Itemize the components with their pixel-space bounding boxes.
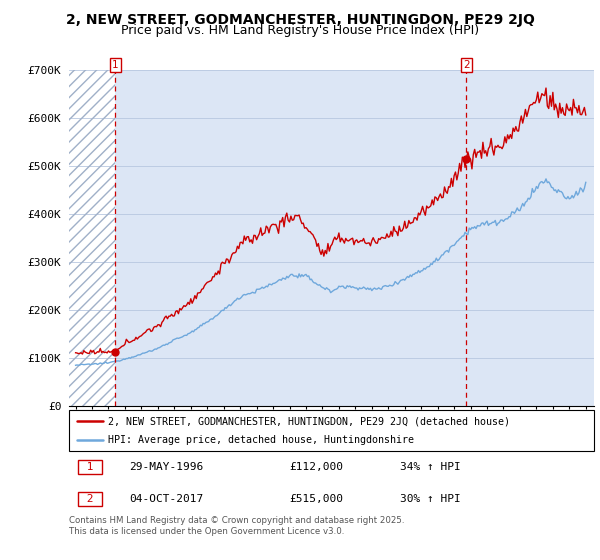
Text: 29-MAY-1996: 29-MAY-1996 xyxy=(130,462,203,472)
Text: 1: 1 xyxy=(112,60,119,70)
Text: HPI: Average price, detached house, Huntingdonshire: HPI: Average price, detached house, Hunt… xyxy=(109,435,415,445)
Text: 2: 2 xyxy=(79,494,100,504)
Text: 1: 1 xyxy=(79,462,100,472)
Text: 2, NEW STREET, GODMANCHESTER, HUNTINGDON, PE29 2JQ: 2, NEW STREET, GODMANCHESTER, HUNTINGDON… xyxy=(65,13,535,27)
Text: 2: 2 xyxy=(463,60,470,70)
Text: 2, NEW STREET, GODMANCHESTER, HUNTINGDON, PE29 2JQ (detached house): 2, NEW STREET, GODMANCHESTER, HUNTINGDON… xyxy=(109,417,511,426)
Text: £515,000: £515,000 xyxy=(290,494,343,504)
Bar xyxy=(69,70,115,406)
Text: 04-OCT-2017: 04-OCT-2017 xyxy=(130,494,203,504)
Bar xyxy=(69,70,115,406)
Text: Contains HM Land Registry data © Crown copyright and database right 2025.
This d: Contains HM Land Registry data © Crown c… xyxy=(69,516,404,536)
Text: £112,000: £112,000 xyxy=(290,462,343,472)
FancyBboxPatch shape xyxy=(69,410,594,451)
Text: 34% ↑ HPI: 34% ↑ HPI xyxy=(400,462,461,472)
Text: Price paid vs. HM Land Registry's House Price Index (HPI): Price paid vs. HM Land Registry's House … xyxy=(121,24,479,37)
Text: 30% ↑ HPI: 30% ↑ HPI xyxy=(400,494,461,504)
